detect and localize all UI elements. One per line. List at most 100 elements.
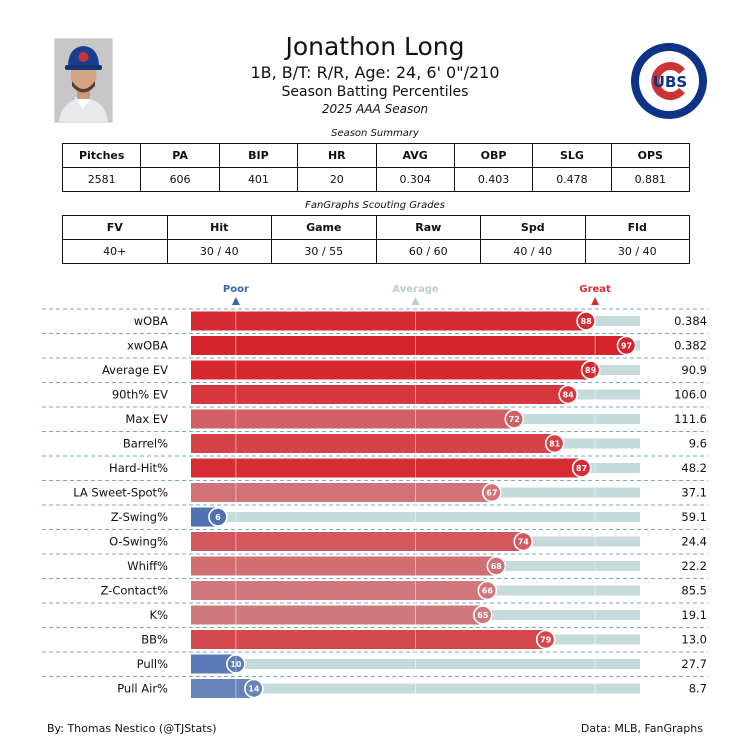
summary-value-cell: 20 (297, 167, 377, 192)
percentile-value: 74 (518, 538, 530, 547)
summary-header-cell: BIP (218, 143, 299, 168)
scouting-header-cell: Spd (480, 215, 586, 240)
scale-marker-label: Average (392, 284, 439, 295)
summary-value-cell: 0.304 (375, 167, 455, 192)
metric-label: Barrel% (123, 437, 168, 451)
season-summary-table: Pitches PA BIP HR AVG OBP SLG OPS 2581 6… (61, 143, 691, 192)
credit-text: By: Thomas Nestico (@TJStats) (47, 722, 217, 735)
metric-value: 37.1 (681, 486, 707, 500)
metric-value: 8.7 (689, 682, 707, 696)
percentile-value: 68 (491, 562, 503, 571)
metric-label: K% (150, 608, 169, 622)
percentile-bar (191, 336, 627, 355)
summary-header-cell: HR (297, 143, 377, 168)
scouting-value-cell: 60 / 60 (375, 239, 481, 264)
percentile-value: 67 (486, 489, 497, 498)
metric-label: Pull Air% (117, 682, 168, 696)
summary-header-row: Pitches PA BIP HR AVG OBP SLG OPS (61, 143, 691, 168)
scale-marker-label: Poor (223, 284, 249, 295)
scouting-value-cell: 30 / 55 (271, 239, 377, 264)
metric-label: Pull% (137, 657, 168, 671)
scale-marker-label: Great (579, 284, 611, 295)
summary-value-row: 2581 606 401 20 0.304 0.403 0.478 0.881 (61, 167, 691, 192)
percentile-value: 97 (621, 342, 632, 351)
percentile-bubble (486, 556, 507, 576)
percentile-value: 14 (248, 685, 260, 694)
percentile-bar (191, 630, 546, 649)
percentile-bar (191, 458, 582, 478)
percentile-bubble (482, 482, 502, 503)
percentile-bubble (504, 409, 525, 429)
percentile-bar-chart: Poor Average Great wOBA 0.384 88 xwOBA 0.382 97 A… (42, 284, 708, 699)
scouting-header-cell: Game (271, 215, 377, 240)
percentile-bubble (513, 531, 534, 552)
metric-label: Z-Swing% (111, 510, 168, 524)
source-text: Data: MLB, FanGraphs (580, 722, 703, 735)
metric-label: wOBA (134, 314, 168, 328)
percentile-bar (191, 434, 555, 453)
percentile-value: 6 (215, 513, 221, 522)
percentile-bar (191, 311, 587, 331)
summary-value-cell: 0.881 (610, 167, 691, 192)
scouting-header-cell: Hit (166, 215, 272, 240)
percentile-value: 84 (563, 391, 575, 400)
scale-marker-arrow (411, 297, 420, 305)
summary-value-cell: 606 (140, 167, 220, 192)
player-bio: 1B, B/T: R/R, Age: 24, 6' 0"/210 (250, 63, 500, 82)
scouting-value-row: 40+ 30 / 40 30 / 55 60 / 60 40 / 40 30 /… (62, 239, 690, 264)
metric-label: LA Sweet-Spot% (73, 486, 168, 500)
metric-value: 106.0 (674, 388, 707, 402)
scouting-value-cell: 40 / 40 (480, 239, 586, 264)
scale-marker-arrow (231, 297, 240, 305)
percentile-bubble (244, 678, 264, 699)
metric-value: 59.1 (681, 510, 707, 524)
metric-value: 111.6 (674, 412, 707, 426)
scouting-caption: FanGraphs Scouting Grades (305, 200, 445, 211)
metric-value: 27.7 (681, 657, 707, 671)
scouting-header-row: FV Hit Game Raw Spd Fld (62, 215, 690, 240)
summary-value-cell: 0.478 (532, 167, 612, 192)
scouting-header-cell: Fld (584, 215, 690, 240)
metric-label: Average EV (102, 363, 168, 377)
percentile-bar (191, 385, 569, 404)
scouting-value-cell: 40+ (62, 239, 168, 264)
percentile-bar (191, 360, 591, 380)
percentile-bar (191, 581, 488, 600)
summary-header-cell: SLG (532, 143, 612, 168)
summary-header-cell: AVG (375, 143, 455, 168)
metric-value: 0.384 (674, 314, 707, 328)
season-label: 2025 AAA Season (321, 102, 429, 116)
percentile-bubble (208, 507, 228, 527)
metric-label: O-Swing% (109, 535, 168, 549)
metric-value: 48.2 (681, 461, 707, 475)
metric-label: Hard-Hit% (109, 461, 168, 475)
summary-header-cell: PA (140, 143, 220, 168)
scouting-header-cell: Raw (375, 215, 481, 240)
percentile-value: 72 (509, 415, 520, 424)
summary-value-cell: 0.403 (453, 167, 534, 192)
percentile-bubble (616, 335, 637, 356)
summary-header-cell: OBP (453, 143, 534, 168)
report-subtitle: Season Batting Percentiles (281, 84, 469, 100)
percentile-bubble (558, 384, 578, 405)
metric-label: BB% (141, 633, 168, 647)
percentile-value: 66 (482, 587, 494, 596)
player-headshot (54, 38, 113, 123)
percentile-bar (191, 409, 515, 429)
percentile-bubble (535, 629, 556, 650)
metric-value: 22.2 (681, 559, 707, 573)
metric-label: xwOBA (127, 339, 168, 353)
metric-label: Z-Contact% (101, 584, 169, 598)
summary-value-cell: 401 (218, 167, 299, 192)
metric-value: 85.5 (681, 584, 707, 598)
percentile-bubble (473, 605, 493, 625)
percentile-bar (191, 654, 236, 674)
percentile-value: 65 (477, 611, 489, 620)
percentile-value: 81 (549, 440, 561, 449)
percentile-bubble (544, 433, 565, 454)
summary-header-cell: OPS (610, 143, 691, 168)
metric-label: 90th% EV (112, 388, 168, 402)
scouting-value-cell: 30 / 40 (584, 239, 690, 264)
percentile-bar (191, 605, 483, 625)
percentile-value: 79 (540, 636, 552, 645)
